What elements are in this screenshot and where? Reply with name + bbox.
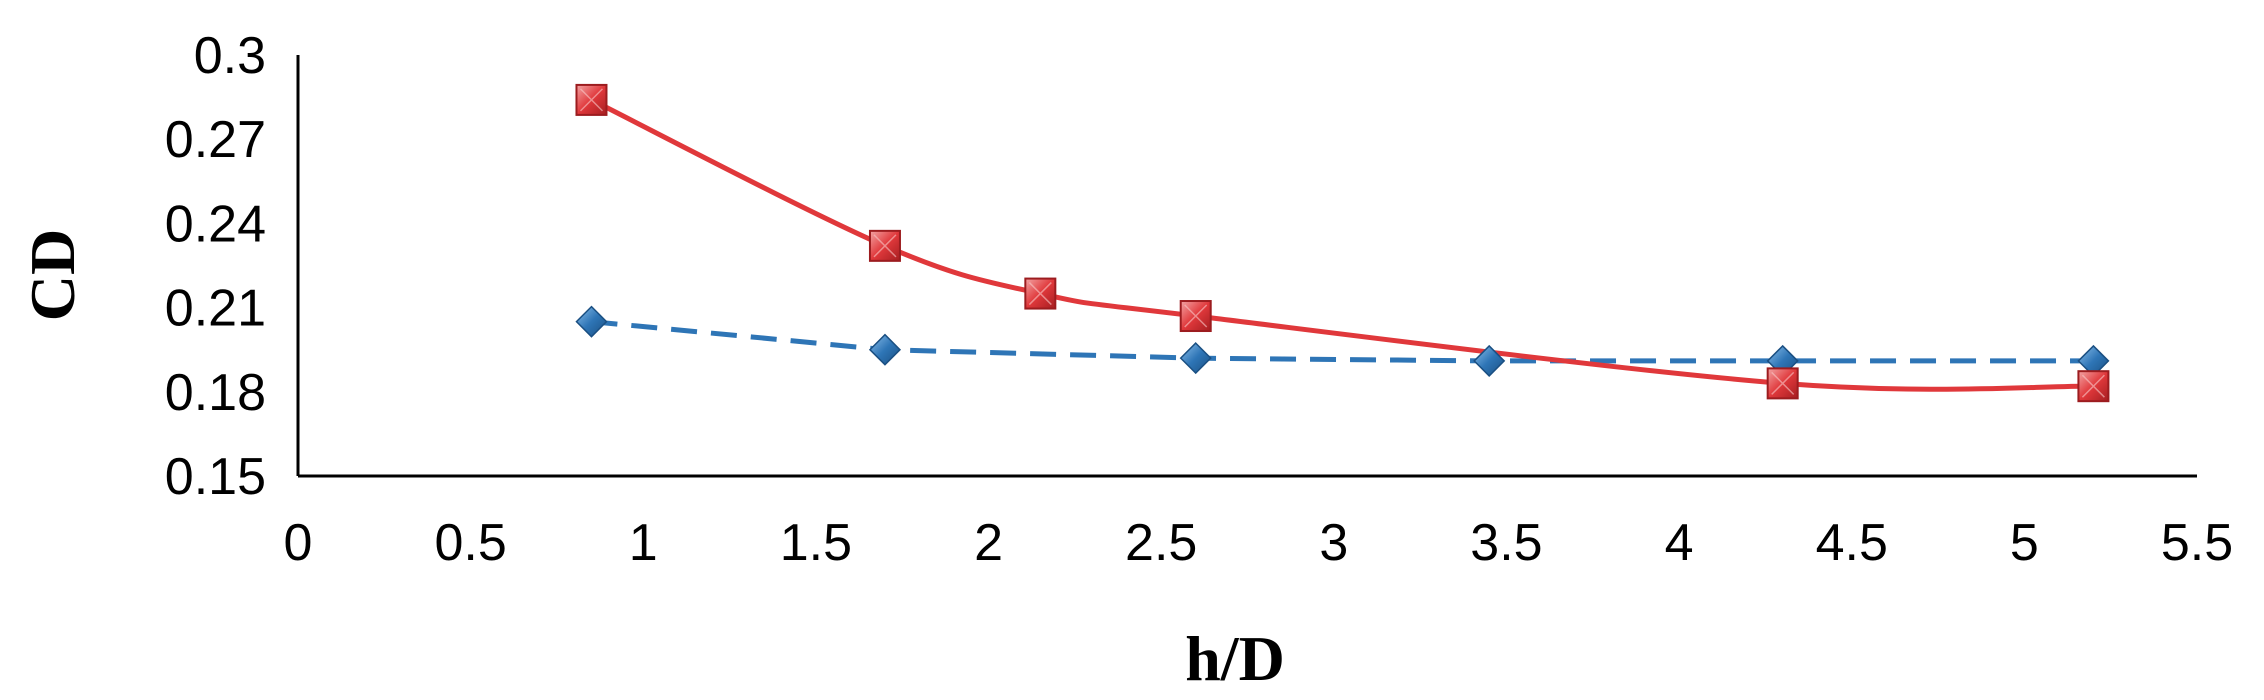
x-tick-label: 1.5 bbox=[780, 514, 852, 572]
series-lines bbox=[590, 97, 2094, 392]
x-tick-label: 5 bbox=[2010, 514, 2039, 572]
y-tick-label: 0.27 bbox=[165, 111, 266, 169]
y-tick-label: 0.18 bbox=[165, 364, 266, 422]
y-tick-labels: 0.15 0.18 0.21 0.24 0.27 0.3 bbox=[165, 27, 266, 506]
data-point-square bbox=[1024, 277, 1057, 310]
x-tick-label: 3.5 bbox=[1470, 514, 1542, 572]
series-line-2 bbox=[590, 97, 2094, 392]
x-tick-label: 4.5 bbox=[1816, 514, 1888, 572]
x-tick-label: 4 bbox=[1665, 514, 1694, 572]
y-axis-title: CD bbox=[17, 229, 88, 321]
y-tick-label: 0.21 bbox=[165, 280, 266, 338]
x-axis-title: h/D bbox=[1185, 623, 1285, 694]
x-tick-labels: 0 0.5 1 1.5 2 2.5 3 3.5 4 4.5 5 5.5 bbox=[284, 514, 2234, 572]
axes bbox=[296, 55, 2197, 478]
series-markers bbox=[575, 83, 2110, 403]
data-point-diamond bbox=[868, 333, 902, 366]
data-point-square bbox=[868, 229, 901, 262]
x-tick-label: 5.5 bbox=[2161, 514, 2233, 572]
data-point-diamond bbox=[575, 305, 608, 338]
y-tick-label: 0.3 bbox=[194, 27, 266, 85]
data-point-square bbox=[575, 83, 608, 116]
series-line-1 bbox=[591, 319, 2094, 364]
data-point-square bbox=[1179, 300, 1212, 333]
x-tick-label: 3 bbox=[1319, 514, 1348, 572]
data-point-diamond bbox=[1473, 344, 1506, 377]
data-point-square bbox=[2077, 370, 2110, 403]
y-tick-label: 0.24 bbox=[165, 195, 266, 253]
data-point-diamond bbox=[1179, 342, 1212, 375]
y-tick-label: 0.15 bbox=[165, 448, 266, 506]
x-tick-label: 1 bbox=[629, 514, 658, 572]
x-tick-label: 2.5 bbox=[1125, 514, 1197, 572]
x-tick-label: 2 bbox=[974, 514, 1003, 572]
x-tick-label: 0 bbox=[284, 514, 313, 572]
data-point-square bbox=[1766, 367, 1799, 400]
x-tick-label: 0.5 bbox=[434, 514, 506, 572]
